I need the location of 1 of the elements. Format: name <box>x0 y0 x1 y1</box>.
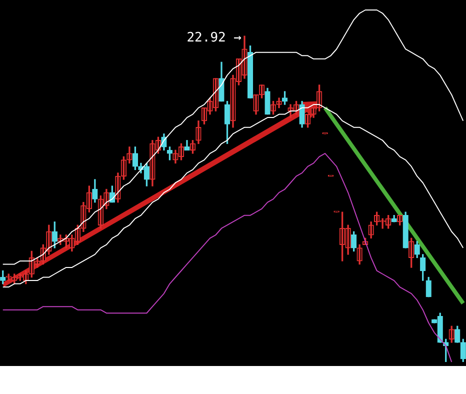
annotation: 22.92 → <box>186 30 242 46</box>
